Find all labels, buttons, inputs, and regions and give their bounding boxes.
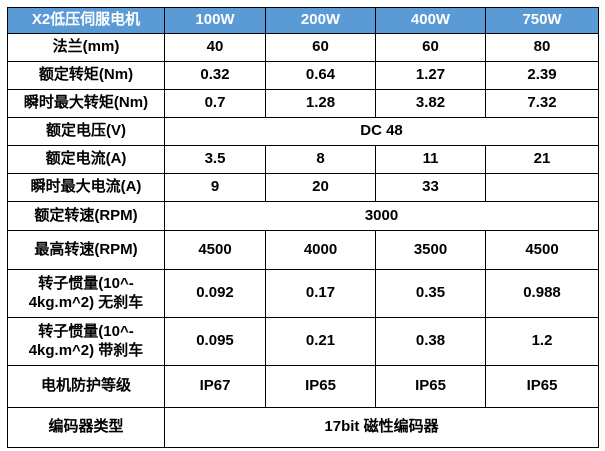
value-cell: 0.35 [375,269,486,318]
value-cell: 4000 [265,230,376,270]
row-inertia-with-brake: 转子惯量(10^- 4kg.m^2) 带刹车 0.095 0.21 0.38 1… [7,317,599,366]
span-value-cell: 3000 [164,201,599,231]
row-peak-current: 瞬时最大电流(A) 9 20 33 [7,173,599,202]
header-col-200w: 200W [265,7,376,34]
row-label: 额定电压(V) [7,117,165,146]
value-cell: 0.7 [164,89,266,118]
value-cell: 7.32 [485,89,599,118]
value-cell: 0.64 [265,61,376,90]
row-protection-rating: 电机防护等级 IP67 IP65 IP65 IP65 [7,365,599,408]
value-cell: 0.095 [164,317,266,366]
header-row: X2低压伺服电机 100W 200W 400W 750W [7,7,599,34]
value-cell: 21 [485,145,599,174]
table-title: X2低压伺服电机 [7,7,165,34]
row-label: 额定电流(A) [7,145,165,174]
value-cell: 40 [164,33,266,62]
value-cell: 80 [485,33,599,62]
value-cell: 4500 [485,230,599,270]
value-cell: 1.2 [485,317,599,366]
motor-spec-table: X2低压伺服电机 100W 200W 400W 750W 法兰(mm) 40 6… [7,7,599,448]
row-label: 最高转速(RPM) [7,230,165,270]
value-cell: 60 [375,33,486,62]
row-label: 额定转速(RPM) [7,201,165,231]
row-max-speed: 最高转速(RPM) 4500 4000 3500 4500 [7,230,599,270]
value-cell: 0.17 [265,269,376,318]
header-col-100w: 100W [164,7,266,34]
value-cell: 1.28 [265,89,376,118]
value-cell: 9 [164,173,266,202]
row-peak-torque: 瞬时最大转矩(Nm) 0.7 1.28 3.82 7.32 [7,89,599,118]
value-cell: 20 [265,173,376,202]
row-rated-voltage: 额定电压(V) DC 48 [7,117,599,146]
row-label: 法兰(mm) [7,33,165,62]
value-cell: 0.38 [375,317,486,366]
row-inertia-no-brake: 转子惯量(10^- 4kg.m^2) 无刹车 0.092 0.17 0.35 0… [7,269,599,318]
row-flange: 法兰(mm) 40 60 60 80 [7,33,599,62]
value-cell: 0.21 [265,317,376,366]
row-label: 转子惯量(10^- 4kg.m^2) 无刹车 [7,269,165,318]
header-col-400w: 400W [375,7,486,34]
value-cell: IP65 [375,365,486,408]
row-rated-current: 额定电流(A) 3.5 8 11 21 [7,145,599,174]
value-cell: 3.82 [375,89,486,118]
value-cell: IP65 [265,365,376,408]
value-cell: IP67 [164,365,266,408]
value-cell: 11 [375,145,486,174]
row-label: 瞬时最大电流(A) [7,173,165,202]
value-cell: 1.27 [375,61,486,90]
value-cell: 0.32 [164,61,266,90]
row-label: 瞬时最大转矩(Nm) [7,89,165,118]
header-col-750w: 750W [485,7,599,34]
row-label: 额定转矩(Nm) [7,61,165,90]
value-cell: 33 [375,173,486,202]
row-label: 电机防护等级 [7,365,165,408]
value-cell: IP65 [485,365,599,408]
row-encoder-type: 编码器类型 17bit 磁性编码器 [7,407,599,448]
row-rated-speed: 额定转速(RPM) 3000 [7,201,599,231]
value-cell: 0.988 [485,269,599,318]
span-value-cell: 17bit 磁性编码器 [164,407,599,448]
value-cell: 60 [265,33,376,62]
value-cell: 2.39 [485,61,599,90]
row-rated-torque: 额定转矩(Nm) 0.32 0.64 1.27 2.39 [7,61,599,90]
row-label: 编码器类型 [7,407,165,448]
value-cell: 8 [265,145,376,174]
value-cell-empty [485,173,599,202]
value-cell: 4500 [164,230,266,270]
row-label: 转子惯量(10^- 4kg.m^2) 带刹车 [7,317,165,366]
value-cell: 3500 [375,230,486,270]
span-value-cell: DC 48 [164,117,599,146]
value-cell: 0.092 [164,269,266,318]
value-cell: 3.5 [164,145,266,174]
